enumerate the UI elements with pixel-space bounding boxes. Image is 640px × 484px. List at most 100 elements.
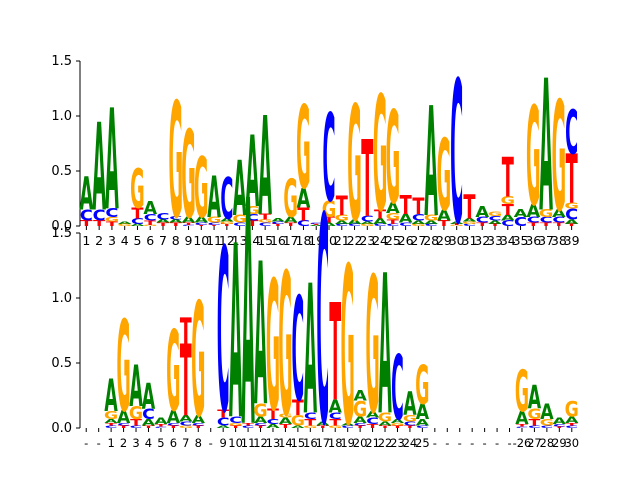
logo-letter-C: C xyxy=(552,216,565,225)
logo-letter-T: T xyxy=(118,425,130,429)
logo-column-26: CAT xyxy=(399,192,413,228)
x-tick-label: - xyxy=(209,436,213,450)
x-tick-label: 14 xyxy=(278,436,293,450)
logo-letter-A: A xyxy=(105,81,119,242)
logo-letter-C: C xyxy=(516,426,529,428)
logo-letter-C: C xyxy=(501,219,514,228)
logo-letter-T: T xyxy=(540,222,552,227)
logo-letter-A: A xyxy=(154,416,168,426)
x-tick-label: 13 xyxy=(232,233,248,248)
y-tick-label: 0.0 xyxy=(51,219,72,234)
logo-letter-C: C xyxy=(182,225,195,227)
logo-letter-A: A xyxy=(194,216,208,225)
logo-letter-A: A xyxy=(92,99,106,239)
x-tick-label: 27 xyxy=(410,233,426,248)
x-tick-label: 29 xyxy=(552,436,567,450)
logo-letter-G: G xyxy=(390,422,404,426)
logo-column-2: TCA xyxy=(92,99,106,239)
logo-letter-T: T xyxy=(267,405,279,422)
logo-letter-G: G xyxy=(462,221,477,225)
logo-letter-G: G xyxy=(117,223,132,227)
x-tick-label: 4 xyxy=(121,233,129,248)
logo-letter-G: G xyxy=(322,196,337,223)
logo-column-29: TAG xyxy=(437,119,452,233)
logo-letter-G: G xyxy=(539,208,554,220)
logo-letter-G: G xyxy=(130,158,145,221)
x-tick-label: 26 xyxy=(398,233,414,248)
logo-letter-G: G xyxy=(291,412,305,429)
logo-letter-C: C xyxy=(416,425,429,429)
logo-letter-C: C xyxy=(374,223,387,227)
logo-letter-A: A xyxy=(104,418,118,424)
logo-letter-C: C xyxy=(131,217,144,226)
logo-letter-T: T xyxy=(489,223,502,227)
logo-letter-T: T xyxy=(502,201,515,218)
logo-letter-T: T xyxy=(329,277,341,431)
logo-letter-C: C xyxy=(167,422,180,426)
logo-letter-C: C xyxy=(297,219,310,228)
x-tick-label: 24 xyxy=(403,436,418,450)
logo-letter-A: A xyxy=(309,225,323,227)
logo-letter-T: T xyxy=(192,425,204,429)
logo-letter-T: T xyxy=(400,192,412,221)
logo-letter-C: C xyxy=(335,223,348,227)
logo-letter-G: G xyxy=(365,239,379,456)
logo-letter-C: C xyxy=(540,216,553,225)
x-tick-label: 36 xyxy=(525,233,541,248)
logo-letter-T: T xyxy=(463,188,475,227)
logo-letter-C: C xyxy=(354,422,367,426)
logo-letter-C: C xyxy=(80,207,93,224)
logo-letter-A: A xyxy=(373,217,387,226)
logo-letter-A: A xyxy=(501,214,515,223)
logo-letter-C: C xyxy=(348,223,361,227)
logo-column-17: TAG xyxy=(283,169,298,231)
logo-letter-G: G xyxy=(166,308,180,437)
logo-letter-C: C xyxy=(450,40,463,268)
logo-letter-A: A xyxy=(424,220,438,225)
logo-letter-C: C xyxy=(488,215,501,222)
logo-letter-T: T xyxy=(438,219,451,228)
logo-letter-A: A xyxy=(488,220,502,225)
logo-letter-C: C xyxy=(528,425,541,429)
logo-letter-A: A xyxy=(386,199,400,216)
x-tick-label: -26 xyxy=(513,436,532,450)
x-tick-label: - xyxy=(84,436,88,450)
x-tick-label: 39 xyxy=(564,233,580,248)
logo-column-4: GA xyxy=(117,221,132,227)
y-tick-label: 1.0 xyxy=(51,109,72,124)
logo-letter-G: G xyxy=(488,211,503,218)
logo-letter-A: A xyxy=(329,397,343,417)
x-tick-label: 22 xyxy=(378,436,393,450)
logo-letter-A: A xyxy=(552,208,567,220)
logo-letter-T: T xyxy=(566,140,578,219)
logo-column-22: CAG xyxy=(347,73,362,257)
logo-letter-T: T xyxy=(285,222,297,227)
x-tick-label: 2 xyxy=(95,233,103,248)
logo-letter-T: T xyxy=(230,425,242,429)
logo-letter-T: T xyxy=(404,425,416,429)
logo-letter-C: C xyxy=(130,425,143,429)
logo-letter-G: G xyxy=(564,202,579,211)
x-tick-label: - xyxy=(445,436,449,450)
x-tick-label: 27 xyxy=(527,436,542,450)
logo-letter-G: G xyxy=(386,86,401,233)
logo-column-35: CA xyxy=(514,208,529,229)
logo-letter-G: G xyxy=(194,141,209,238)
logo-letter-G: G xyxy=(527,405,541,422)
x-tick-label: 13 xyxy=(266,436,281,450)
logo-letter-C: C xyxy=(220,166,233,232)
logo-letter-G: G xyxy=(191,272,205,453)
